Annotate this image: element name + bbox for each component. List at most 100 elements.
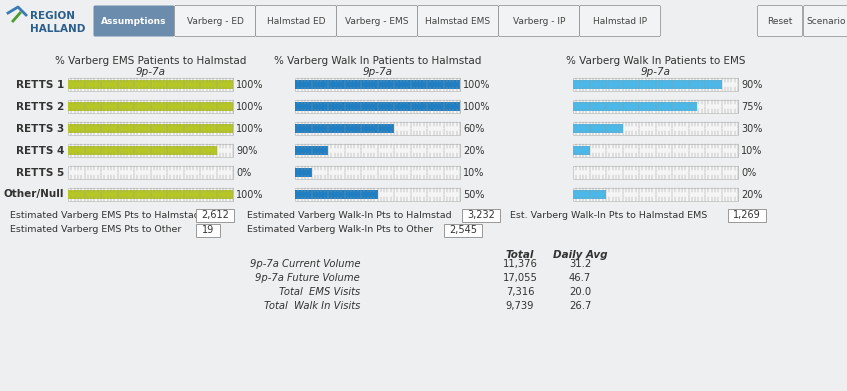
Text: Halmstad EMS: Halmstad EMS	[425, 16, 490, 25]
FancyBboxPatch shape	[579, 5, 661, 36]
Text: Scenario: Scenario	[806, 16, 846, 25]
FancyBboxPatch shape	[93, 5, 174, 36]
Bar	[295, 78, 460, 91]
Text: 1,269: 1,269	[734, 210, 761, 220]
Text: 100%: 100%	[236, 190, 263, 199]
Text: Varberg - EMS: Varberg - EMS	[346, 16, 409, 25]
Bar	[68, 78, 233, 91]
Bar	[573, 122, 738, 135]
Text: RETTS 4: RETTS 4	[15, 145, 64, 156]
Bar	[68, 122, 233, 135]
Bar	[68, 124, 233, 133]
Text: 50%: 50%	[463, 190, 484, 199]
FancyBboxPatch shape	[804, 5, 847, 36]
Bar	[573, 144, 738, 157]
Text: 31.2: 31.2	[569, 259, 591, 269]
Bar	[295, 100, 460, 113]
Bar	[68, 145, 217, 156]
Bar	[573, 79, 722, 90]
Bar	[295, 124, 394, 133]
Text: RETTS 5: RETTS 5	[16, 167, 64, 178]
Bar	[295, 188, 460, 201]
Text: REGION: REGION	[30, 11, 75, 21]
Text: 100%: 100%	[236, 102, 263, 111]
Text: % Varberg Walk In Patients to Halmstad: % Varberg Walk In Patients to Halmstad	[274, 56, 481, 66]
Bar	[573, 166, 738, 179]
Text: Varberg - IP: Varberg - IP	[512, 16, 565, 25]
Text: 17,055: 17,055	[502, 273, 538, 283]
Text: 100%: 100%	[236, 124, 263, 133]
Bar	[68, 100, 233, 113]
Text: 10%: 10%	[741, 145, 762, 156]
Text: RETTS 3: RETTS 3	[16, 124, 64, 133]
Text: Daily Avg: Daily Avg	[553, 250, 607, 260]
Text: 60%: 60%	[463, 124, 484, 133]
Text: 20%: 20%	[463, 145, 484, 156]
FancyBboxPatch shape	[174, 5, 256, 36]
FancyBboxPatch shape	[418, 5, 499, 36]
Text: Total  EMS Visits: Total EMS Visits	[279, 287, 360, 297]
Text: Varberg - ED: Varberg - ED	[186, 16, 243, 25]
Bar	[295, 145, 328, 156]
Text: Estimated Varberg Walk-In Pts to Other: Estimated Varberg Walk-In Pts to Other	[247, 226, 434, 235]
Bar	[573, 100, 738, 113]
Text: Other/Null: Other/Null	[3, 190, 64, 199]
Text: Estimated Varberg EMS Pts to Halmstad: Estimated Varberg EMS Pts to Halmstad	[10, 210, 200, 219]
Bar	[68, 79, 233, 90]
Bar	[196, 208, 234, 221]
Text: 2,612: 2,612	[201, 210, 229, 220]
Bar	[573, 124, 623, 133]
Text: 9p-7a: 9p-7a	[363, 67, 392, 77]
Text: Estimated Varberg EMS Pts to Other: Estimated Varberg EMS Pts to Other	[10, 226, 181, 235]
Text: 46.7: 46.7	[569, 273, 591, 283]
Text: % Varberg EMS Patients to Halmstad: % Varberg EMS Patients to Halmstad	[55, 56, 246, 66]
Text: 0%: 0%	[236, 167, 252, 178]
Text: RETTS 1: RETTS 1	[16, 79, 64, 90]
Bar	[295, 79, 460, 90]
Text: 10%: 10%	[463, 167, 484, 178]
Bar	[68, 166, 233, 179]
Bar	[295, 122, 460, 135]
Bar	[68, 190, 233, 199]
Bar	[573, 190, 606, 199]
Text: 2,545: 2,545	[449, 225, 477, 235]
Text: Est. Varberg Walk-In Pts to Halmstad EMS: Est. Varberg Walk-In Pts to Halmstad EMS	[510, 210, 707, 219]
Text: Total  Walk In Visits: Total Walk In Visits	[263, 301, 360, 311]
Text: 20%: 20%	[741, 190, 762, 199]
Text: RETTS 2: RETTS 2	[16, 102, 64, 111]
Bar	[68, 188, 233, 201]
FancyBboxPatch shape	[757, 5, 802, 36]
Text: 0%: 0%	[741, 167, 756, 178]
Bar	[295, 190, 378, 199]
Text: 100%: 100%	[236, 79, 263, 90]
Bar	[462, 208, 500, 221]
Bar	[728, 208, 766, 221]
Text: 100%: 100%	[463, 102, 490, 111]
Text: 26.7: 26.7	[569, 301, 591, 311]
Text: % Varberg Walk In Patients to EMS: % Varberg Walk In Patients to EMS	[566, 56, 745, 66]
Text: Assumptions: Assumptions	[102, 16, 167, 25]
Bar	[444, 224, 482, 237]
Text: Reset: Reset	[767, 16, 793, 25]
Bar	[573, 78, 738, 91]
Bar	[68, 102, 233, 111]
Text: Halmstad ED: Halmstad ED	[267, 16, 325, 25]
Text: 100%: 100%	[463, 79, 490, 90]
Text: 9p-7a: 9p-7a	[136, 67, 165, 77]
Bar	[196, 224, 220, 237]
Text: 90%: 90%	[741, 79, 762, 90]
Bar	[295, 168, 312, 178]
Text: 9p-7a: 9p-7a	[640, 67, 671, 77]
Text: 9p-7a Future Volume: 9p-7a Future Volume	[255, 273, 360, 283]
Text: HALLAND: HALLAND	[30, 24, 86, 34]
Bar	[295, 144, 460, 157]
Text: 9p-7a Current Volume: 9p-7a Current Volume	[250, 259, 360, 269]
Text: 11,376: 11,376	[502, 259, 538, 269]
Text: 30%: 30%	[741, 124, 762, 133]
Text: 9,739: 9,739	[506, 301, 534, 311]
Bar	[573, 188, 738, 201]
Bar	[295, 166, 460, 179]
Text: 20.0: 20.0	[569, 287, 591, 297]
Text: 90%: 90%	[236, 145, 257, 156]
FancyBboxPatch shape	[499, 5, 579, 36]
